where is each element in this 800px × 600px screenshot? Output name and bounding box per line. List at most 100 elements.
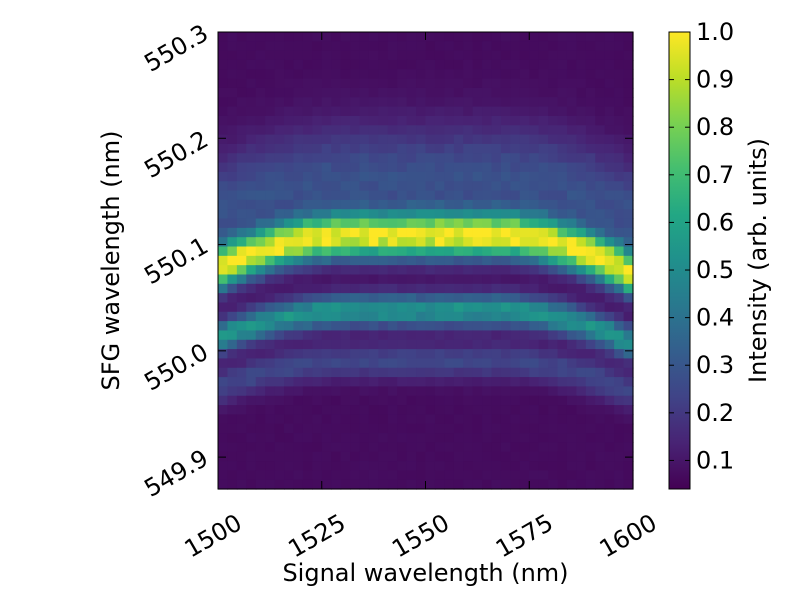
heatmap-cell [274, 218, 285, 229]
heatmap-cell [463, 339, 474, 350]
heatmap-cell [265, 358, 276, 369]
heatmap-cell [491, 115, 502, 126]
heatmap-cell [482, 153, 493, 164]
heatmap-cell [425, 246, 436, 257]
heatmap-cell [284, 209, 295, 220]
heatmap-cell [236, 209, 247, 220]
heatmap-cell [255, 190, 266, 201]
heatmap-cell [595, 311, 606, 322]
heatmap-cell [585, 153, 596, 164]
heatmap-cell [284, 302, 295, 313]
heatmap-cell [566, 442, 578, 453]
heatmap-cell [595, 293, 606, 304]
heatmap-cell [566, 349, 578, 360]
heatmap-cell [378, 227, 389, 238]
heatmap-cell [397, 115, 408, 126]
heatmap-cell [529, 367, 540, 378]
heatmap-cell [614, 470, 625, 481]
heatmap-cell [566, 246, 578, 257]
heatmap-cell [293, 87, 304, 98]
heatmap-cell [236, 218, 247, 229]
heatmap-cell [576, 358, 587, 369]
heatmap-cell [218, 395, 229, 406]
heatmap-cell [548, 405, 559, 415]
heatmap-cell [227, 283, 238, 294]
heatmap-cell [350, 97, 361, 108]
heatmap-cell [425, 134, 436, 145]
heatmap-cell [302, 143, 313, 154]
heatmap-cell [274, 423, 285, 434]
heatmap-cell [614, 237, 625, 248]
heatmap-cell [255, 367, 266, 378]
heatmap-cell [529, 50, 540, 61]
heatmap-cell [500, 115, 511, 126]
heatmap-cell [218, 199, 229, 210]
heatmap-cell [566, 78, 578, 89]
heatmap-cell [397, 97, 408, 108]
heatmap-cell [529, 283, 540, 294]
heatmap-cell [585, 330, 596, 341]
heatmap-cell [604, 32, 615, 42]
heatmap-cell [368, 199, 379, 210]
heatmap-cell [387, 209, 398, 220]
heatmap-cell [576, 87, 587, 98]
heatmap-cell [434, 171, 445, 182]
heatmap-cell [387, 87, 398, 98]
heatmap-cell [557, 97, 568, 108]
heatmap-cell [510, 377, 521, 388]
heatmap-cell [293, 461, 304, 471]
heatmap-cell [359, 330, 370, 341]
heatmap-cell [453, 293, 464, 304]
heatmap-cell [321, 423, 332, 434]
heatmap-cell [444, 97, 455, 108]
heatmap-cell [463, 237, 474, 248]
heatmap-cell [434, 153, 445, 164]
heatmap-cell [218, 162, 229, 173]
heatmap-cell [284, 218, 295, 229]
heatmap-cell [274, 433, 285, 443]
heatmap-cell [236, 414, 247, 425]
heatmap-cell [406, 451, 417, 462]
y-tick-label: 550.2 [139, 125, 213, 184]
heatmap-cell [350, 265, 361, 276]
heatmap-cell [302, 433, 313, 443]
heatmap-cell [350, 218, 361, 229]
heatmap-cell [444, 115, 455, 126]
heatmap-cell [472, 451, 483, 462]
heatmap-cell [312, 414, 323, 425]
heatmap-cell [491, 255, 502, 266]
heatmap-cell [510, 321, 521, 332]
heatmap-cell [453, 97, 464, 108]
heatmap-cell [416, 321, 427, 332]
heatmap-cell [255, 321, 266, 332]
heatmap-cell [519, 255, 530, 266]
heatmap-cell [274, 181, 285, 192]
heatmap-cell [331, 153, 342, 164]
heatmap-cell [472, 283, 483, 294]
heatmap-cell [614, 479, 625, 490]
heatmap-cell [500, 171, 511, 182]
heatmap-cell [614, 451, 625, 462]
heatmap-cell [274, 479, 285, 490]
heatmap-cell [293, 97, 304, 108]
heatmap-cell [406, 97, 417, 108]
heatmap-cell [265, 377, 276, 388]
heatmap-cell [510, 358, 521, 369]
heatmap-cell [274, 470, 285, 481]
heatmap-cell [529, 171, 540, 182]
heatmap-cell [434, 218, 445, 229]
heatmap-cell [321, 162, 332, 173]
heatmap-cell [265, 414, 276, 425]
heatmap-cell [302, 339, 313, 350]
heatmap-cell [453, 405, 464, 415]
heatmap-cell [614, 339, 625, 350]
heatmap-cell [359, 134, 370, 145]
heatmap-cell [284, 255, 295, 266]
heatmap-cell [482, 405, 493, 415]
heatmap-cell [623, 265, 634, 276]
heatmap-cell [302, 321, 313, 332]
heatmap-cell [246, 106, 257, 117]
heatmap-cell [557, 78, 568, 89]
heatmap-cell [340, 227, 351, 238]
heatmap-cell [236, 87, 247, 98]
